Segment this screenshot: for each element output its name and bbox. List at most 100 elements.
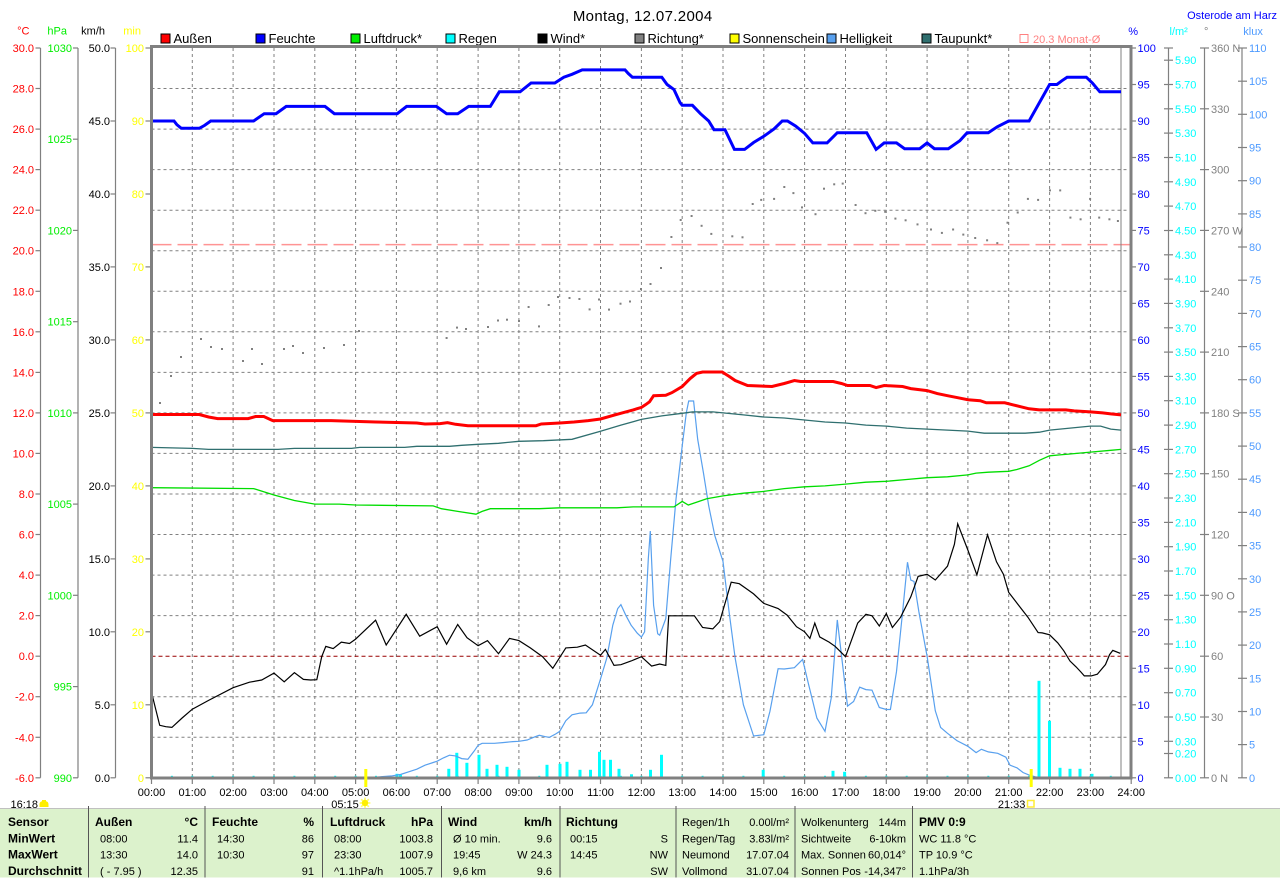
svg-text:90: 90 xyxy=(1138,116,1150,128)
svg-text:15:00: 15:00 xyxy=(750,787,778,799)
svg-text:22:00: 22:00 xyxy=(1036,787,1064,799)
svg-text:W 24.3: W 24.3 xyxy=(517,850,552,862)
svg-text:10: 10 xyxy=(1249,707,1261,719)
svg-text:MinWert: MinWert xyxy=(8,832,55,846)
svg-text:90 O: 90 O xyxy=(1211,590,1235,602)
svg-text:15: 15 xyxy=(1138,663,1150,675)
svg-text:100: 100 xyxy=(1249,109,1267,121)
svg-text:NW: NW xyxy=(650,850,669,862)
svg-text:klux: klux xyxy=(1243,26,1263,38)
svg-text:hPa: hPa xyxy=(47,26,67,38)
svg-text:18.0: 18.0 xyxy=(13,286,34,298)
svg-text:19:45: 19:45 xyxy=(453,850,481,862)
svg-text:17:00: 17:00 xyxy=(832,787,860,799)
svg-text:10: 10 xyxy=(132,700,144,712)
svg-text:990: 990 xyxy=(54,773,72,785)
svg-text:70: 70 xyxy=(1249,308,1261,320)
svg-text:300: 300 xyxy=(1211,165,1229,177)
svg-text:19:00: 19:00 xyxy=(913,787,941,799)
svg-text:97: 97 xyxy=(302,850,314,862)
svg-text:4.70: 4.70 xyxy=(1175,201,1196,213)
svg-text:0.70: 0.70 xyxy=(1175,688,1196,700)
svg-text:1.30: 1.30 xyxy=(1175,615,1196,627)
svg-text:14.0: 14.0 xyxy=(13,367,34,379)
svg-text:20.0: 20.0 xyxy=(13,246,34,258)
svg-text:105: 105 xyxy=(1249,76,1267,88)
svg-text:65: 65 xyxy=(1249,342,1261,354)
svg-text:0.0: 0.0 xyxy=(19,651,34,663)
svg-text:1015: 1015 xyxy=(48,317,72,329)
svg-text:40: 40 xyxy=(132,481,144,493)
svg-text:Richtung*: Richtung* xyxy=(648,31,704,46)
svg-text:0: 0 xyxy=(1249,773,1255,785)
svg-text:30.0: 30.0 xyxy=(13,43,34,55)
svg-text:12.0: 12.0 xyxy=(13,408,34,420)
svg-text:40: 40 xyxy=(1249,507,1261,519)
svg-text:1.70: 1.70 xyxy=(1175,566,1196,578)
svg-text:24.0: 24.0 xyxy=(13,165,34,177)
svg-text:Sonnenschein: Sonnenschein xyxy=(743,31,825,46)
svg-text:995: 995 xyxy=(54,682,72,694)
svg-text:50: 50 xyxy=(1138,408,1150,420)
svg-text:150: 150 xyxy=(1211,469,1229,481)
svg-text:5.10: 5.10 xyxy=(1175,153,1196,165)
svg-text:80: 80 xyxy=(132,189,144,201)
svg-text:Ø 10 min.: Ø 10 min. xyxy=(453,834,501,846)
svg-text:3.83l/m²: 3.83l/m² xyxy=(749,834,789,846)
svg-text:40: 40 xyxy=(1138,481,1150,493)
svg-text:60: 60 xyxy=(1138,335,1150,347)
svg-text:16.0: 16.0 xyxy=(13,327,34,339)
svg-text:85: 85 xyxy=(1249,209,1261,221)
svg-text:11:00: 11:00 xyxy=(587,787,614,799)
svg-text:35: 35 xyxy=(1138,517,1150,529)
svg-text:00:15: 00:15 xyxy=(570,834,598,846)
svg-text:1025: 1025 xyxy=(48,134,72,146)
svg-text:6-10km: 6-10km xyxy=(869,834,906,846)
svg-text:90: 90 xyxy=(132,116,144,128)
svg-text:60: 60 xyxy=(1249,375,1261,387)
svg-text:Luftdruck*: Luftdruck* xyxy=(364,31,423,46)
svg-text:85: 85 xyxy=(1138,153,1150,165)
svg-text:10.0: 10.0 xyxy=(89,627,110,639)
svg-text:09:00: 09:00 xyxy=(505,787,533,799)
svg-text:270 W: 270 W xyxy=(1211,225,1243,237)
svg-text:9,6 km: 9,6 km xyxy=(453,866,486,878)
svg-text:01:00: 01:00 xyxy=(179,787,207,799)
svg-text:2.0: 2.0 xyxy=(19,611,34,623)
svg-text:Helligkeit: Helligkeit xyxy=(840,31,893,46)
svg-text:30.0: 30.0 xyxy=(89,335,110,347)
svg-text:120: 120 xyxy=(1211,530,1229,542)
svg-text:0.20: 0.20 xyxy=(1175,749,1196,761)
svg-text:330: 330 xyxy=(1211,104,1229,116)
svg-text:5.50: 5.50 xyxy=(1175,104,1196,116)
svg-text:30: 30 xyxy=(1138,554,1150,566)
svg-text:25.0: 25.0 xyxy=(89,408,110,420)
svg-text:4.90: 4.90 xyxy=(1175,177,1196,189)
svg-text:Sichtweite: Sichtweite xyxy=(801,834,851,846)
svg-text:Durchschnitt: Durchschnitt xyxy=(8,864,82,878)
svg-text:25: 25 xyxy=(1138,590,1150,602)
svg-text:-14,347°: -14,347° xyxy=(864,866,906,878)
svg-text:210: 210 xyxy=(1211,347,1229,359)
svg-text:°: ° xyxy=(1204,26,1208,38)
svg-text:1005: 1005 xyxy=(48,499,72,511)
svg-text:23:00: 23:00 xyxy=(1077,787,1105,799)
svg-text:26.0: 26.0 xyxy=(13,124,34,136)
svg-text:2.10: 2.10 xyxy=(1175,517,1196,529)
svg-text:144m: 144m xyxy=(878,817,906,829)
svg-text:70: 70 xyxy=(1138,262,1150,274)
svg-text:55: 55 xyxy=(1249,408,1261,420)
svg-text:km/h: km/h xyxy=(524,815,552,829)
svg-text:20: 20 xyxy=(1138,627,1150,639)
svg-text:360 N: 360 N xyxy=(1211,43,1240,55)
svg-text:1.50: 1.50 xyxy=(1175,590,1196,602)
svg-text:4.10: 4.10 xyxy=(1175,274,1196,286)
svg-text:86: 86 xyxy=(302,834,314,846)
svg-text:l/m²: l/m² xyxy=(1170,26,1189,38)
svg-text:4.50: 4.50 xyxy=(1175,226,1196,238)
svg-text:5: 5 xyxy=(1249,740,1255,752)
svg-text:3.30: 3.30 xyxy=(1175,371,1196,383)
svg-text:80: 80 xyxy=(1249,242,1261,254)
svg-text:Sonnen Pos: Sonnen Pos xyxy=(801,866,861,878)
svg-text:110: 110 xyxy=(1249,43,1267,55)
